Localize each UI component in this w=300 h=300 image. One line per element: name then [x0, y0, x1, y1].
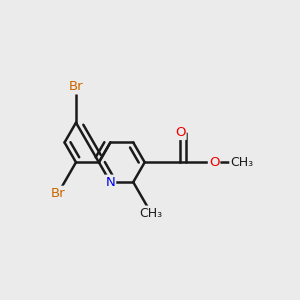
Text: CH₃: CH₃ — [140, 207, 163, 220]
Text: CH₃: CH₃ — [230, 156, 254, 169]
Text: N: N — [106, 176, 115, 189]
Text: O: O — [175, 126, 186, 139]
Text: Br: Br — [51, 187, 65, 200]
Text: O: O — [209, 156, 219, 169]
Text: Br: Br — [69, 80, 83, 93]
